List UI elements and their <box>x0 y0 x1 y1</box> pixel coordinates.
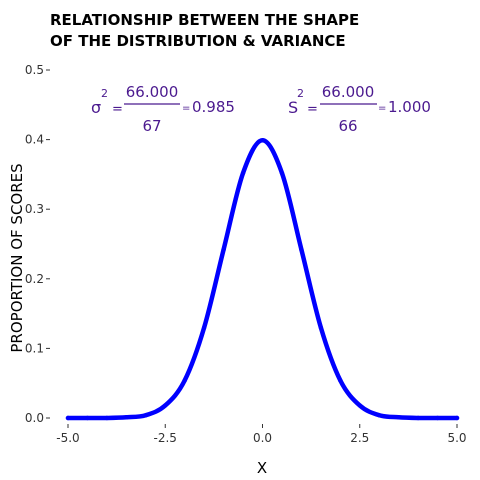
chart-title-line-1: RELATIONSHIP BETWEEN THE SHAPE <box>50 11 359 29</box>
x-axis-label: X <box>257 459 267 477</box>
data-point <box>240 170 246 176</box>
y-tick-label: 0.1 <box>25 341 44 355</box>
population-variance-formula: σ 2 = 66.000 67 = 0.985 <box>91 83 235 135</box>
equals-sign-2: = <box>182 103 190 114</box>
y-axis: 0.0 0.1 0.2 0.3 0.4 0.5 <box>25 63 50 425</box>
data-point <box>260 138 265 143</box>
y-axis-label: PROPORTION OF SCORES <box>8 163 26 352</box>
data-point <box>299 247 304 252</box>
normal-curve-line <box>65 138 460 421</box>
y-tick-label: 0.4 <box>25 133 44 147</box>
data-point <box>357 403 362 408</box>
equals-sign-3: = <box>307 102 318 117</box>
data-point <box>124 415 129 420</box>
data-point <box>396 415 401 420</box>
sigma-symbol: σ <box>91 98 101 117</box>
x-tick-label: 0.0 <box>253 431 272 445</box>
data-point <box>221 247 226 252</box>
data-point <box>163 403 168 408</box>
s-numerator: 66.000 <box>322 83 375 101</box>
s-denominator: 66 <box>338 117 357 135</box>
data-point <box>104 415 110 421</box>
data-point <box>318 325 324 330</box>
data-point <box>182 378 187 383</box>
data-point <box>377 413 382 418</box>
sigma-result: 0.985 <box>192 98 235 116</box>
x-tick-label: -5.0 <box>56 431 79 445</box>
equals-sign-1: = <box>112 102 123 117</box>
data-point <box>143 413 148 418</box>
data-point <box>415 415 421 421</box>
data-point <box>435 415 440 421</box>
x-tick-label: -2.5 <box>154 431 177 445</box>
chart-title-line-2: OF THE DISTRIBUTION & VARIANCE <box>50 32 346 50</box>
s-exponent: 2 <box>297 87 304 100</box>
equals-sign-4: = <box>378 103 386 114</box>
data-point <box>65 415 71 421</box>
sigma-denominator: 67 <box>142 117 161 135</box>
sigma-numerator: 66.000 <box>126 83 179 101</box>
y-tick-label: 0.0 <box>25 411 44 425</box>
data-point <box>279 170 285 176</box>
x-axis: -5.0 -2.5 0.0 2.5 5.0 <box>56 424 467 445</box>
x-tick-label: 5.0 <box>447 431 466 445</box>
data-point <box>85 415 90 421</box>
data-point <box>338 378 343 383</box>
series-layer <box>65 138 460 421</box>
data-point <box>454 415 460 421</box>
y-tick-label: 0.3 <box>25 202 44 216</box>
sample-variance-formula: S 2 = 66.000 66 = 1.000 <box>288 83 431 135</box>
y-tick-label: 0.5 <box>25 63 44 77</box>
data-point <box>201 325 207 330</box>
y-tick-label: 0.2 <box>25 272 44 286</box>
s-result: 1.000 <box>388 98 431 116</box>
sigma-exponent: 2 <box>101 87 108 100</box>
x-tick-label: 2.5 <box>350 431 369 445</box>
s-symbol: S <box>288 98 298 117</box>
